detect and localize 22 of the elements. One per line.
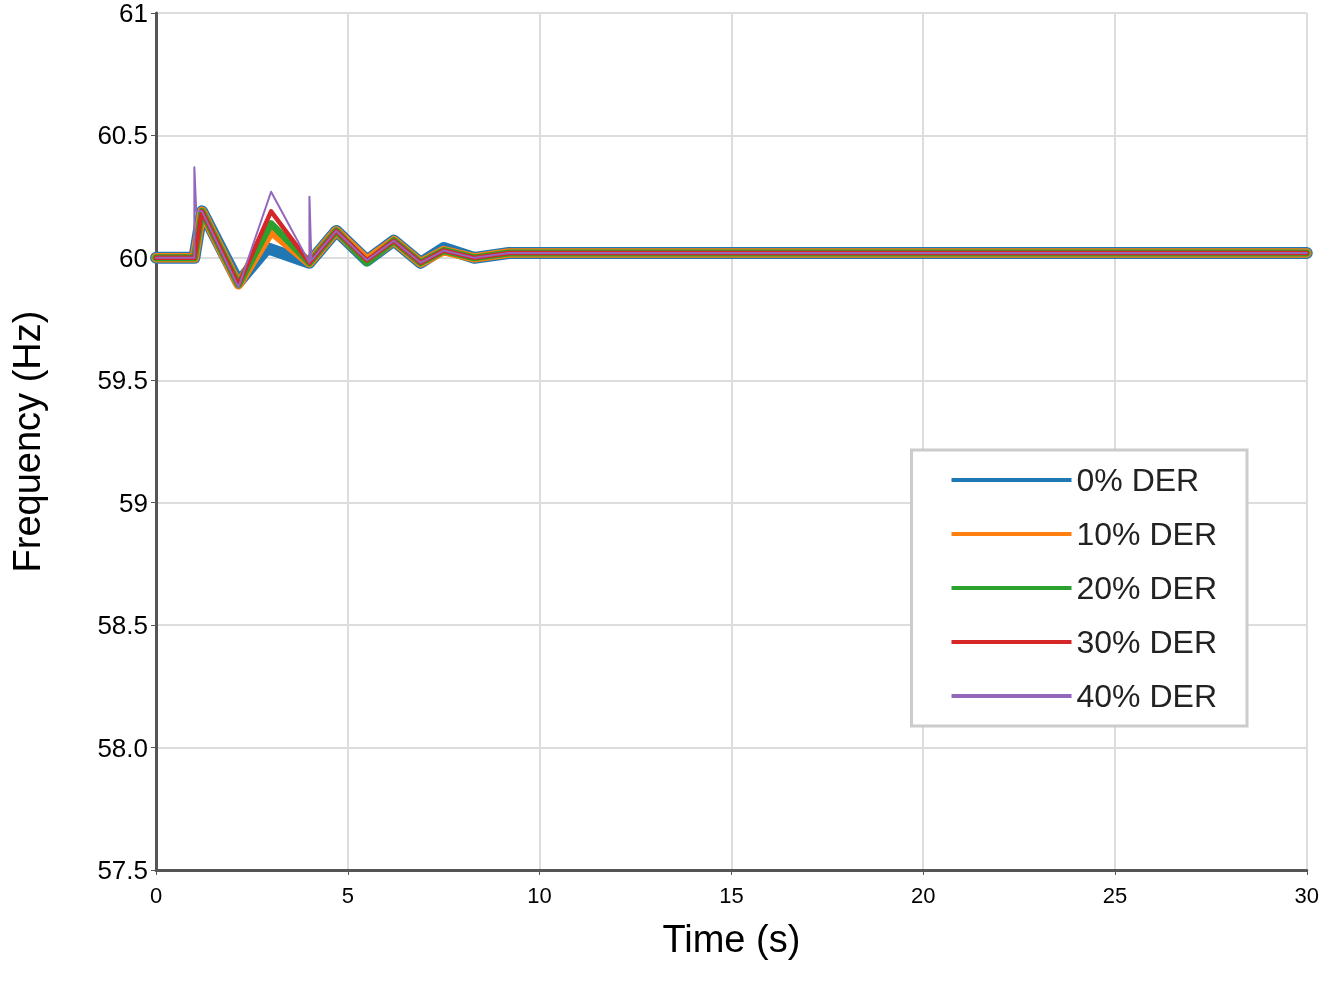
x-tick-label: 15 bbox=[719, 882, 744, 908]
x-axis-title: Time (s) bbox=[662, 918, 801, 960]
x-tick-label: 5 bbox=[341, 882, 354, 908]
legend-label: 10% DER bbox=[1076, 516, 1217, 552]
y-tick-label: 59 bbox=[119, 487, 148, 518]
y-tick-label: 58.0 bbox=[97, 732, 148, 763]
y-tick-label: 59.5 bbox=[97, 365, 148, 396]
legend-label: 0% DER bbox=[1076, 462, 1200, 498]
y-tick-label: 61 bbox=[119, 0, 148, 28]
y-tick-label: 57.5 bbox=[97, 855, 148, 885]
y-tick-label: 58.5 bbox=[97, 610, 148, 641]
x-tick-label: 30 bbox=[1294, 882, 1320, 908]
legend-label: 40% DER bbox=[1076, 678, 1217, 714]
legend-label: 20% DER bbox=[1076, 570, 1217, 606]
legend-label: 30% DER bbox=[1076, 624, 1217, 660]
x-tick-label: 20 bbox=[910, 882, 936, 908]
y-tick-label: 60 bbox=[119, 242, 148, 273]
y-axis-title: Frequency (Hz) bbox=[6, 310, 48, 573]
x-tick-label: 0 bbox=[149, 882, 163, 908]
x-tick-label: 25 bbox=[1102, 882, 1128, 908]
x-tick-label: 10 bbox=[527, 882, 552, 908]
y-tick-label: 60.5 bbox=[97, 120, 148, 151]
